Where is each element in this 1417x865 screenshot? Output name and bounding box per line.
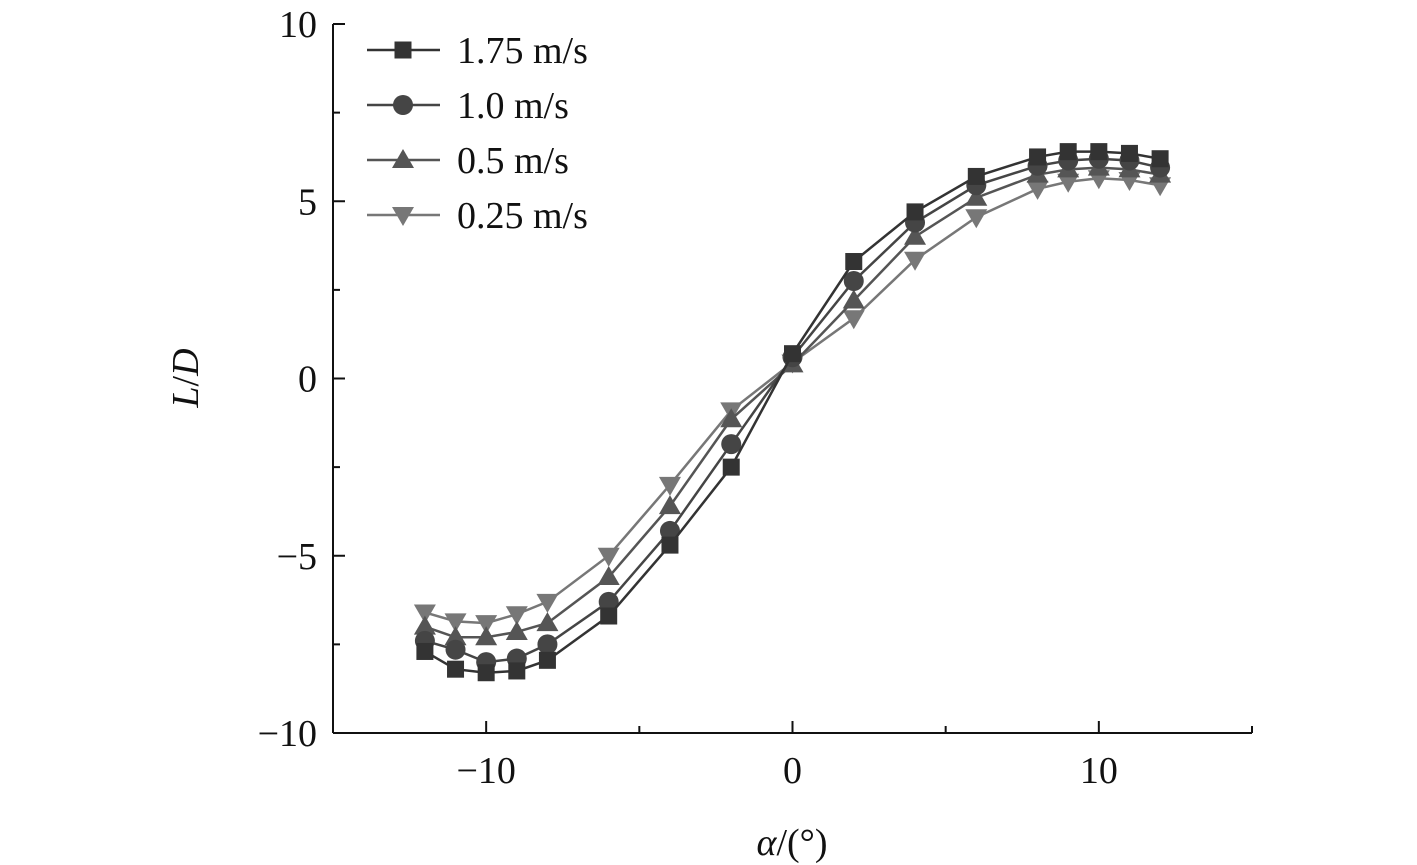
data-point (904, 251, 927, 271)
data-point (444, 613, 467, 633)
data-point (1029, 148, 1047, 166)
data-point (536, 612, 559, 632)
legend-item: 1.0 m/s (367, 85, 569, 127)
y-axis-title: L/D (165, 348, 207, 408)
data-point (906, 203, 924, 221)
data-point (661, 536, 679, 554)
y-tick-label: 0 (298, 359, 317, 401)
data-point (720, 408, 743, 428)
data-point (477, 664, 495, 682)
data-point (658, 476, 681, 496)
data-point (597, 566, 620, 586)
data-point (1057, 173, 1080, 193)
data-point (904, 225, 927, 245)
data-point (722, 458, 740, 476)
data-point (842, 310, 865, 330)
data-point (597, 547, 620, 567)
data-point (508, 662, 526, 680)
data-point (967, 167, 985, 185)
series (413, 143, 1172, 682)
data-point (1059, 143, 1077, 161)
data-point (598, 591, 619, 612)
data-point (845, 253, 863, 271)
y-axis-title-sep: / (165, 375, 207, 386)
legend-label: 1.75 m/s (457, 30, 588, 72)
axes (332, 24, 1252, 734)
series-line (424, 166, 1161, 639)
legend-marker (394, 41, 412, 59)
legend-item: 1.75 m/s (367, 30, 588, 72)
x-tick-label: −10 (456, 750, 515, 792)
legend-label: 0.25 m/s (457, 195, 588, 237)
y-tick-label: 10 (279, 4, 317, 46)
data-point (843, 271, 864, 292)
data-point (659, 520, 680, 541)
data-point (505, 620, 528, 640)
data-point (1026, 180, 1049, 200)
x-tick-label: 0 (783, 750, 802, 792)
y-tick-label: 5 (298, 181, 317, 223)
data-point (1151, 150, 1169, 168)
x-tick-label: 10 (1080, 750, 1118, 792)
legend-item: 0.5 m/s (367, 140, 569, 182)
legend-marker (392, 207, 414, 226)
series-line (424, 176, 1161, 625)
ticks: −10 −5 0 5 10 −10 0 10 (258, 4, 1253, 792)
data-point (538, 651, 556, 669)
data-point (444, 626, 467, 646)
data-point (600, 607, 618, 625)
data-point (721, 434, 742, 455)
data-point (965, 209, 988, 229)
x-axis-title-unit: /(°) (776, 822, 827, 864)
data-point (658, 495, 681, 515)
data-point (537, 634, 558, 655)
data-point (447, 660, 465, 678)
data-point (475, 626, 498, 646)
y-tick-label: −5 (277, 536, 317, 578)
y-axis-title-var2: D (165, 348, 207, 376)
data-point (1090, 143, 1108, 161)
data-point (416, 642, 434, 660)
legend-marker (393, 95, 413, 115)
data-point (784, 345, 801, 363)
legend-item: 0.25 m/s (367, 195, 588, 237)
data-point (413, 615, 436, 635)
legend-label: 1.0 m/s (457, 85, 569, 127)
data-point (965, 186, 988, 206)
data-point (445, 639, 466, 660)
x-axis-title-var: α (756, 822, 777, 864)
series-1.75 m/s (416, 143, 1169, 682)
legend: 1.75 m/s 1.0 m/s 0.5 m/s 0.25 m/s (367, 30, 588, 237)
x-axis-title: α/(°) (756, 822, 827, 864)
y-axis-title-var1: L (165, 386, 207, 408)
legend-label: 0.5 m/s (457, 140, 569, 182)
data-point (413, 604, 436, 624)
y-tick-label: −10 (258, 713, 317, 755)
data-point (1120, 144, 1138, 162)
data-point (842, 289, 865, 309)
data-point (505, 606, 528, 626)
data-point (475, 615, 498, 635)
data-point (536, 593, 559, 613)
axis-labels: α/(°) L/D (165, 348, 828, 864)
series-0.25 m/s (413, 170, 1172, 635)
legend-marker (392, 149, 414, 168)
